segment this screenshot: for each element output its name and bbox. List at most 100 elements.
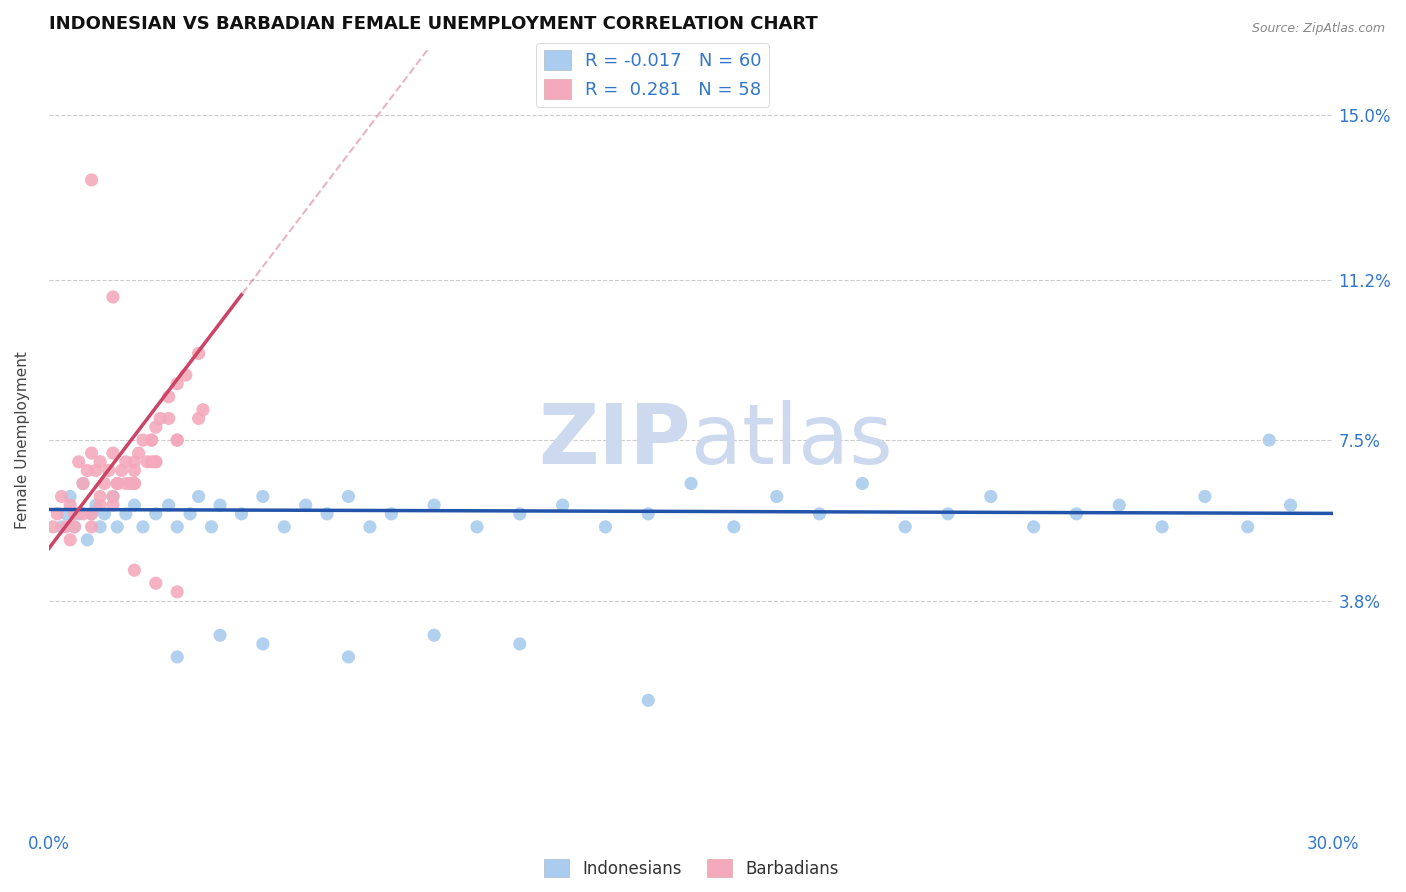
Point [273,520,295,534]
Point [84,463,107,477]
Point [76,533,98,547]
Point [101,446,124,460]
Point [124,563,146,577]
Point [105,476,128,491]
Point [93,476,115,491]
Point [252,490,274,504]
Point [465,520,488,534]
Point [681,476,703,491]
Point [63,520,86,534]
Point [851,476,873,491]
Point [114,476,136,491]
Point [141,433,163,447]
Point [166,376,188,391]
Text: ZIP: ZIP [538,400,692,481]
Point [136,455,159,469]
Point [101,490,124,504]
Point [145,455,167,469]
Point [132,520,155,534]
Point [72,507,94,521]
Point [145,576,167,591]
Point [509,637,531,651]
Point [179,507,201,521]
Point [894,520,917,534]
Point [252,637,274,651]
Point [1258,433,1281,447]
Point [145,507,167,521]
Point [76,463,98,477]
Point [124,455,146,469]
Point [187,346,209,360]
Point [72,476,94,491]
Point [1236,520,1258,534]
Point [132,433,155,447]
Point [124,498,146,512]
Point [145,455,167,469]
Point [359,520,381,534]
Point [141,455,163,469]
Point [101,490,124,504]
Legend: Indonesians, Barbadians: Indonesians, Barbadians [537,853,845,885]
Point [337,490,360,504]
Point [936,507,959,521]
Point [128,446,150,460]
Point [110,463,132,477]
Point [105,520,128,534]
Point [1194,490,1216,504]
Point [114,455,136,469]
Point [149,411,172,425]
Point [1108,498,1130,512]
Point [166,585,188,599]
Point [166,520,188,534]
Point [157,411,180,425]
Point [114,507,136,521]
Text: atlas: atlas [692,400,893,481]
Point [1279,498,1302,512]
Point [980,490,1002,504]
Point [191,402,214,417]
Point [72,476,94,491]
Point [124,463,146,477]
Point [67,507,90,521]
Point [231,507,253,521]
Point [80,520,103,534]
Point [101,498,124,512]
Point [187,411,209,425]
Point [1152,520,1174,534]
Point [208,628,231,642]
Point [723,520,745,534]
Point [187,490,209,504]
Point [63,520,86,534]
Point [208,498,231,512]
Point [89,490,111,504]
Point [1066,507,1088,521]
Point [89,498,111,512]
Point [423,498,446,512]
Point [67,455,90,469]
Point [59,490,82,504]
Point [89,455,111,469]
Point [637,693,659,707]
Point [595,520,617,534]
Point [551,498,574,512]
Point [166,433,188,447]
Point [51,490,73,504]
Point [63,507,86,521]
Point [380,507,402,521]
Point [51,520,73,534]
Point [157,498,180,512]
Point [46,507,69,521]
Point [80,507,103,521]
Point [84,498,107,512]
Point [59,498,82,512]
Point [637,507,659,521]
Point [141,433,163,447]
Point [1022,520,1045,534]
Point [509,507,531,521]
Point [55,520,77,534]
Point [124,476,146,491]
Point [80,173,103,187]
Point [80,446,103,460]
Point [765,490,787,504]
Point [80,507,103,521]
